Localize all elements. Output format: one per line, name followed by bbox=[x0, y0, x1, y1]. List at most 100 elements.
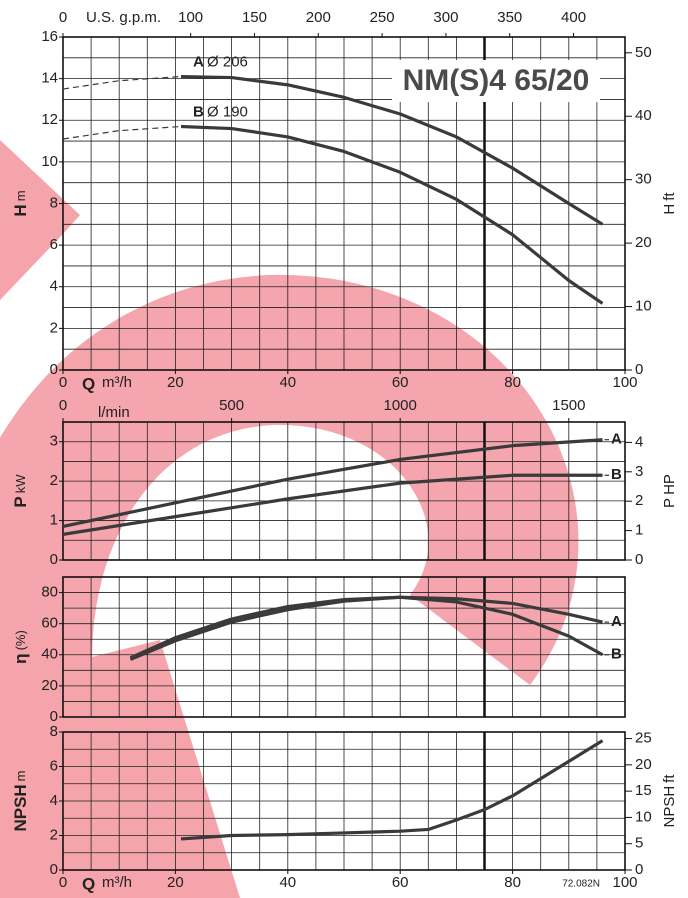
y2-tick-label: 20 bbox=[635, 234, 652, 251]
curve bbox=[62, 473, 603, 536]
y2-axis-name: NPSH bbox=[661, 786, 678, 828]
y2-axis-name: P bbox=[661, 498, 678, 508]
y-tick-label: 2 bbox=[50, 826, 58, 843]
x2-tick-label: 150 bbox=[242, 9, 267, 26]
plot-frame bbox=[62, 576, 626, 718]
curve-name: A bbox=[193, 54, 204, 71]
x-axis-name: Q bbox=[82, 874, 95, 893]
y2-tick-label: 25 bbox=[635, 730, 652, 747]
x-tick-label: 60 bbox=[392, 374, 409, 391]
x2-tick-label: 400 bbox=[561, 9, 586, 26]
x-tick-label: 0 bbox=[59, 374, 67, 391]
y-tick-label: 8 bbox=[50, 723, 58, 740]
y-axis-label: PkW bbox=[11, 474, 30, 508]
curve-name: B bbox=[193, 103, 204, 120]
y2-tick-label: 50 bbox=[635, 44, 652, 61]
curve-name: B bbox=[611, 646, 622, 663]
y2-tick-label: 15 bbox=[635, 782, 652, 799]
y-axis-name: P bbox=[11, 496, 30, 507]
curve-name: B bbox=[611, 466, 622, 483]
curve-name: A bbox=[611, 431, 622, 448]
logo-part bbox=[0, 140, 80, 300]
x2-tick-label: 200 bbox=[306, 9, 331, 26]
x2-axis-label: U.S. g.p.m. bbox=[86, 9, 161, 26]
curve-label: Ø 206 bbox=[207, 54, 248, 71]
y-tick-label: 3 bbox=[50, 433, 58, 450]
y-tick-label: 6 bbox=[50, 757, 58, 774]
x2-tick-label: 1500 bbox=[552, 397, 585, 414]
y-tick-label: 6 bbox=[50, 236, 58, 253]
y-axis-unit: (%) bbox=[13, 630, 28, 650]
curve-name: A bbox=[611, 613, 622, 630]
y2-tick-label: 0 bbox=[635, 551, 643, 568]
y-tick-label: 16 bbox=[41, 28, 58, 45]
y2-axis-unit: HP bbox=[661, 474, 678, 495]
y-tick-label: 60 bbox=[41, 615, 58, 632]
x2-tick-label: 1000 bbox=[384, 397, 417, 414]
y-axis-label: η (%) bbox=[11, 630, 30, 664]
y2-axis-label: P HP bbox=[661, 474, 678, 508]
chart-title: NM(S)4 65/20 bbox=[403, 64, 590, 97]
x-tick-label: 60 bbox=[392, 874, 409, 891]
y-tick-label: 12 bbox=[41, 111, 58, 128]
y2-tick-label: 10 bbox=[635, 298, 652, 315]
curve bbox=[180, 124, 604, 305]
y2-tick-label: 0 bbox=[635, 861, 643, 878]
curve bbox=[180, 74, 604, 226]
curve bbox=[129, 595, 604, 661]
y2-tick-label: 5 bbox=[635, 835, 643, 852]
x-tick-label: 40 bbox=[279, 374, 296, 391]
x-tick-label: 80 bbox=[504, 374, 521, 391]
y2-tick-label: 40 bbox=[635, 107, 652, 124]
y2-axis-name: H bbox=[661, 204, 678, 215]
logo-arc bbox=[0, 274, 579, 768]
y2-axis-label: NPSH ft bbox=[661, 774, 678, 828]
y-tick-label: 40 bbox=[41, 646, 58, 663]
y-tick-label: 4 bbox=[50, 792, 58, 809]
y-tick-label: 0 bbox=[50, 551, 58, 568]
y-tick-label: 8 bbox=[50, 194, 58, 211]
y2-tick-label: 4 bbox=[635, 433, 643, 450]
y-tick-label: 2 bbox=[50, 472, 58, 489]
y2-tick-label: 1 bbox=[635, 522, 643, 539]
y2-tick-label: 30 bbox=[635, 171, 652, 188]
x2-tick-label: 250 bbox=[370, 9, 395, 26]
y-tick-label: 80 bbox=[41, 584, 58, 601]
x-tick-label: 80 bbox=[504, 874, 521, 891]
x2-tick-label: 0 bbox=[59, 397, 67, 414]
y2-tick-label: 0 bbox=[635, 361, 643, 378]
y-tick-label: 2 bbox=[50, 319, 58, 336]
y-axis-name: H bbox=[11, 204, 30, 216]
y2-axis-label: Hft bbox=[661, 192, 678, 215]
y-axis-unit: kW bbox=[13, 474, 28, 494]
y-axis-name: NPSH bbox=[11, 784, 30, 831]
x2-tick-label: 500 bbox=[219, 397, 244, 414]
logo-part bbox=[0, 640, 240, 898]
x-tick-label: 20 bbox=[167, 874, 184, 891]
x2-tick-label: 350 bbox=[497, 9, 522, 26]
y-tick-label: 1 bbox=[50, 512, 58, 529]
y-axis-label: NPSH m bbox=[11, 770, 30, 831]
y2-tick-label: 2 bbox=[635, 492, 643, 509]
x-tick-label: 0 bbox=[59, 874, 67, 891]
title-box bbox=[392, 60, 600, 102]
y-axis-unit: m bbox=[13, 190, 28, 201]
y-tick-label: 0 bbox=[50, 361, 58, 378]
y-tick-label: 10 bbox=[41, 153, 58, 170]
x-axis-name: Q bbox=[82, 374, 95, 393]
curve bbox=[180, 739, 604, 841]
x-tick-label: 100 bbox=[612, 374, 637, 391]
figure-note: 72.082N bbox=[562, 879, 600, 890]
x2-axis-label: l/min bbox=[98, 404, 130, 421]
y2-tick-label: 10 bbox=[635, 808, 652, 825]
x-tick-label: 40 bbox=[279, 874, 296, 891]
y2-axis-unit: ft bbox=[661, 774, 678, 783]
curve-label: Ø 190 bbox=[207, 103, 248, 120]
extrapolated-curve bbox=[62, 125, 182, 140]
y2-tick-label: 20 bbox=[635, 756, 652, 773]
x-axis-unit: m³/h bbox=[102, 874, 132, 891]
y2-tick-label: 3 bbox=[635, 463, 643, 480]
x2-tick-label: 100 bbox=[178, 9, 203, 26]
y-axis-label: Hm bbox=[11, 190, 30, 216]
